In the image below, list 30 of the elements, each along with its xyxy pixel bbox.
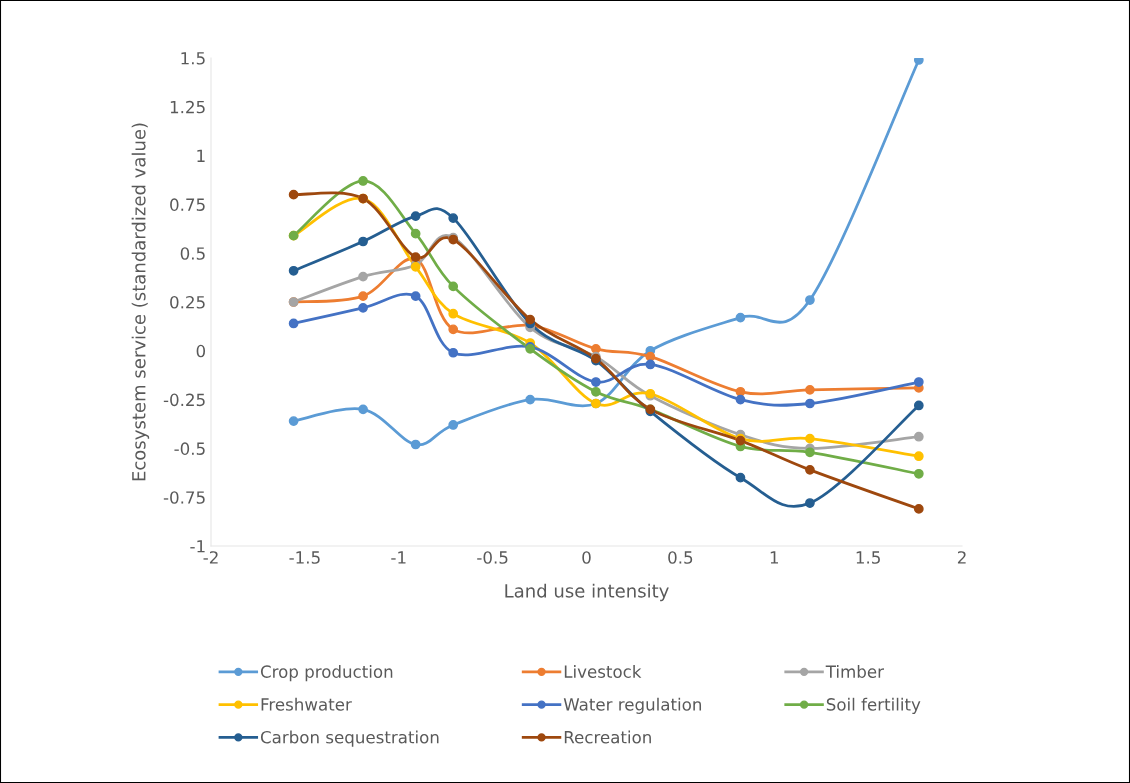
x-tick-label: 1	[770, 551, 779, 564]
legend-label: Livestock	[564, 665, 642, 678]
y-tick-label: -0.75	[163, 491, 205, 504]
x-tick-label: -1.5	[289, 551, 320, 564]
y-tick-label: 1.5	[181, 52, 205, 65]
legend-label: Crop production	[260, 665, 393, 682]
legend-label: Timber	[825, 665, 884, 678]
legend-label: Carbon sequestration	[260, 730, 439, 747]
y-tick-label: 1.25	[170, 100, 205, 114]
y-tick-label: 0.25	[170, 295, 205, 309]
y-tick-label: 1	[197, 149, 205, 162]
x-tick-label: 0	[582, 551, 591, 564]
x-tick-label: 2	[957, 551, 966, 564]
y-tick-label: 0.75	[170, 198, 205, 211]
x-tick-label: -1	[391, 551, 406, 564]
legend-label: Soil fertility	[826, 697, 921, 714]
y-axis-title: Ecosystem service (standardized value)	[131, 123, 150, 481]
y-tick-label: -1	[190, 540, 205, 553]
legend-label: Recreation	[564, 730, 651, 744]
x-tick-label: -2	[203, 551, 218, 564]
x-tick-label: 0.5	[668, 551, 693, 564]
y-tick-label: 0	[196, 344, 206, 358]
y-tick-label: -0.5	[174, 442, 205, 455]
y-tick-label: 0.5	[180, 247, 205, 260]
y-tick-label: -0.25	[163, 393, 205, 407]
x-axis-title: Land use intensity	[505, 583, 669, 602]
x-tick-label: -0.5	[477, 551, 508, 564]
legend-label: Freshwater	[261, 697, 352, 711]
legend-label: Water regulation	[563, 697, 702, 714]
x-tick-label: 1.5	[856, 551, 880, 564]
